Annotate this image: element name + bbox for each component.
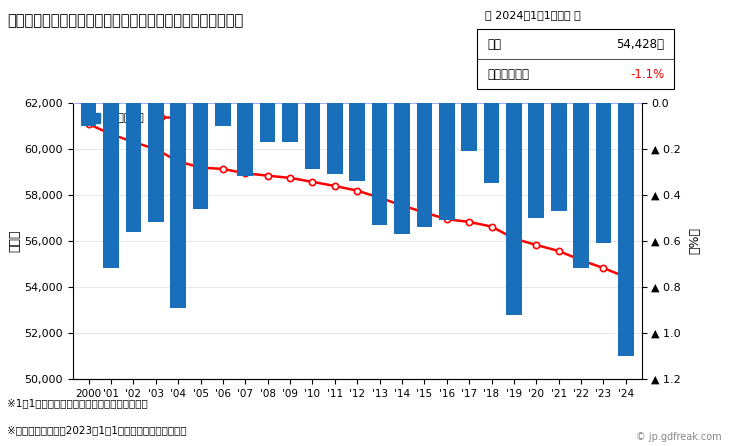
- Bar: [439, 103, 455, 220]
- Bar: [238, 103, 253, 176]
- Bar: [305, 103, 320, 169]
- Bar: [148, 103, 163, 223]
- Bar: [529, 103, 544, 218]
- Legend: 対前年増加率, 人口: 対前年増加率, 人口: [79, 108, 192, 128]
- Bar: [192, 103, 208, 209]
- Text: ※市区町村の場合は2023年1月1日時点の市区町村境界。: ※市区町村の場合は2023年1月1日時点の市区町村境界。: [7, 425, 187, 435]
- Text: 対前年増減率: 対前年増減率: [487, 68, 529, 81]
- Bar: [372, 103, 387, 225]
- Bar: [215, 103, 230, 126]
- Text: 54,428人: 54,428人: [617, 37, 665, 50]
- FancyBboxPatch shape: [477, 29, 674, 89]
- Bar: [506, 103, 522, 314]
- Text: 人口: 人口: [487, 37, 502, 50]
- Bar: [81, 103, 96, 126]
- Y-axis label: （%）: （%）: [688, 227, 701, 254]
- Bar: [103, 103, 119, 268]
- Bar: [327, 103, 343, 174]
- Bar: [551, 103, 566, 211]
- Bar: [618, 103, 634, 356]
- Bar: [596, 103, 612, 243]
- Bar: [125, 103, 141, 231]
- Text: © jp.gdfreak.com: © jp.gdfreak.com: [636, 432, 722, 442]
- Bar: [282, 103, 298, 142]
- Text: 直方市の人口の推移　（住民基本台帳ベース、日本人住民）: 直方市の人口の推移 （住民基本台帳ベース、日本人住民）: [7, 13, 243, 29]
- Bar: [573, 103, 589, 268]
- Bar: [260, 103, 276, 142]
- Bar: [461, 103, 477, 151]
- Bar: [349, 103, 365, 181]
- Bar: [416, 103, 432, 227]
- Bar: [484, 103, 499, 183]
- Bar: [394, 103, 410, 234]
- Bar: [171, 103, 186, 308]
- Text: ※1月1日時点の外国人を除く日本人住民人口。: ※1月1日時点の外国人を除く日本人住民人口。: [7, 398, 148, 408]
- Text: -1.1%: -1.1%: [631, 68, 665, 81]
- Text: 【 2024年1月1日時点 】: 【 2024年1月1日時点 】: [485, 10, 580, 20]
- Y-axis label: （人）: （人）: [9, 230, 22, 252]
